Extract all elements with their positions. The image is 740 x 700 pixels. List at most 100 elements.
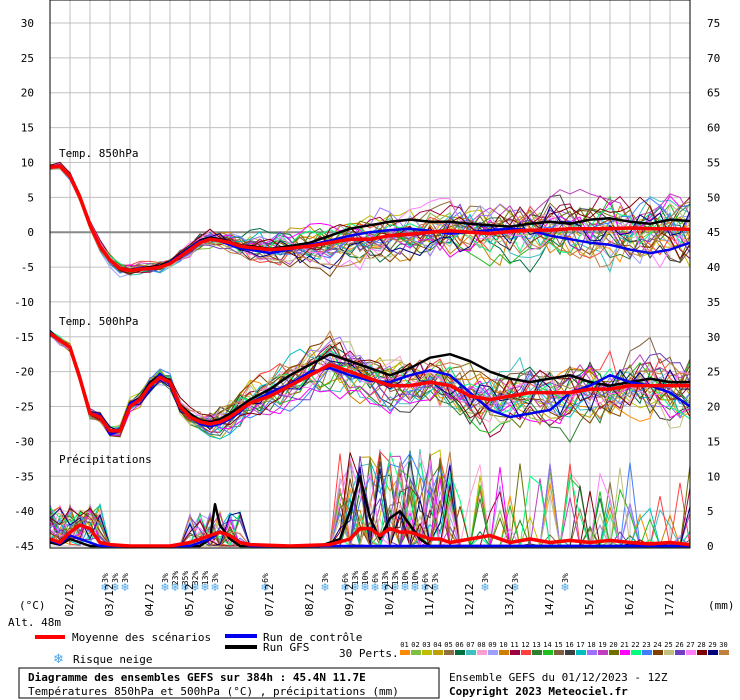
pert-legend-swatch — [499, 650, 509, 655]
snow-flake-icon: ❄ — [410, 581, 419, 594]
pert-legend-label: 11 — [510, 641, 518, 649]
pert-legend-label: 30 — [719, 641, 727, 649]
y-left-unit: (°C) — [19, 599, 46, 612]
snow-risk-pct: 10% — [361, 571, 370, 586]
x-date-label: 03/12 — [103, 583, 116, 616]
pert-legend-label: 20 — [609, 641, 617, 649]
pert-legend-swatch — [444, 650, 454, 655]
snow-flake-icon: ❄ — [160, 581, 169, 594]
pert-legend-swatch — [653, 650, 663, 655]
pert-legend-swatch — [400, 650, 410, 655]
pert-legend-swatch — [510, 650, 520, 655]
legend-snow-label: Risque neige — [73, 653, 152, 666]
main-series — [50, 164, 690, 548]
pert-legend-swatch — [532, 650, 542, 655]
pert-legend-label: 15 — [554, 641, 562, 649]
snow-risk-pct: 13% — [351, 571, 360, 586]
x-date-label: 11/12 — [423, 583, 436, 616]
pert-legend-label: 13 — [532, 641, 540, 649]
pert-legend-label: 05 — [444, 641, 452, 649]
snow-risk-pct: 6% — [421, 573, 430, 583]
t850-pert-30 — [50, 168, 690, 271]
pert-legend-swatch — [686, 650, 696, 655]
y-tick-right: 20 — [707, 401, 720, 414]
x-date-label: 14/12 — [543, 583, 556, 616]
info-box — [18, 667, 440, 699]
t500-pert-23 — [50, 335, 690, 436]
y-tick-left: 0 — [27, 226, 34, 239]
snow-risk-pct: 3% — [321, 573, 330, 583]
x-date-label: 10/12 — [383, 583, 396, 616]
y-tick-right: 40 — [707, 261, 720, 274]
y-tick-left: -5 — [21, 261, 34, 274]
snow-flake-icon: ❄ — [370, 581, 379, 594]
pert-legend-label: 29 — [708, 641, 716, 649]
snow-risk-pct: 10% — [401, 571, 410, 586]
pert-legend-swatch — [609, 650, 619, 655]
y-tick-right: 5 — [707, 505, 714, 518]
snow-risk-pct: 32% — [191, 571, 200, 586]
snow-flake-icon: ❄ — [430, 581, 439, 594]
snow-risk-pct: 13% — [381, 571, 390, 586]
y-tick-left: -15 — [14, 331, 34, 344]
pert-legend-swatch — [719, 650, 729, 655]
y-tick-left: -30 — [14, 435, 34, 448]
plot-frame — [49, 0, 691, 549]
legend-control-label: Run de contrôle — [263, 631, 362, 644]
pert-legend-label: 28 — [697, 641, 705, 649]
pert-legend-swatch — [620, 650, 630, 655]
pert-legend-swatch — [587, 650, 597, 655]
x-date-label: 12/12 — [463, 583, 476, 616]
pert-legend-swatch — [411, 650, 421, 655]
snow-flake-icon: ❄ — [340, 581, 349, 594]
snow-risk-pct: 13% — [391, 571, 400, 586]
pert-legend-label: 16 — [565, 641, 573, 649]
pert-legend-label: 09 — [488, 641, 496, 649]
snow-risk-pct: 3% — [481, 573, 490, 583]
snow-risk-pct: 3% — [431, 573, 440, 583]
snow-flake-icon: ❄ — [360, 581, 369, 594]
legend-perts-label: 30 Perts. — [339, 647, 399, 660]
y-tick-right: 65 — [707, 87, 720, 100]
y-tick-left: 25 — [21, 52, 34, 65]
snow-risk-pct: 6% — [341, 573, 350, 583]
copyright: Copyright 2023 Meteociel.fr — [449, 685, 628, 698]
y-tick-right: 30 — [707, 331, 720, 344]
pert-legend-swatch — [477, 650, 487, 655]
pert-legend-label: 02 — [411, 641, 419, 649]
snow-flake-icon: ❄ — [260, 581, 269, 594]
y-tick-right: 55 — [707, 156, 720, 169]
pert-legend-label: 18 — [587, 641, 595, 649]
snow-risk-pct: 3% — [111, 573, 120, 583]
y-right-unit: (mm) — [708, 599, 735, 612]
snow-risk-row: ❄3%❄3%❄3%❄3%❄23%❄35%❄32%❄13%❄3%❄6%❄3%❄6%… — [100, 571, 570, 594]
pert-legend-label: 10 — [499, 641, 507, 649]
snow-flake-icon: ❄ — [190, 581, 199, 594]
ensemble-run-label: Ensemble GEFS du 01/12/2023 - 12Z — [449, 671, 668, 684]
y-tick-right: 60 — [707, 122, 720, 135]
pert-legend-label: 17 — [576, 641, 584, 649]
x-date-label: 02/12 — [63, 583, 76, 616]
snow-flake-icon: ❄ — [350, 581, 359, 594]
x-date-label: 16/12 — [623, 583, 636, 616]
y-tick-left: -35 — [14, 470, 34, 483]
y-tick-right: 75 — [707, 17, 720, 30]
y-tick-right: 45 — [707, 226, 720, 239]
pert-legend-label: 07 — [466, 641, 474, 649]
pert-legend-swatch — [488, 650, 498, 655]
pert-legend-label: 21 — [620, 641, 628, 649]
pert-legend-label: 22 — [631, 641, 639, 649]
y-tick-right: 15 — [707, 435, 720, 448]
legend-snow-icon: ❄ — [53, 652, 64, 667]
pert-legend-label: 26 — [675, 641, 683, 649]
mean-precip-line — [50, 523, 690, 548]
snow-risk-pct: 3% — [101, 573, 110, 583]
pert-legend-label: 06 — [455, 641, 463, 649]
x-date-label: 09/12 — [343, 583, 356, 616]
y-tick-right: 35 — [707, 296, 720, 309]
snow-risk-pct: 23% — [171, 571, 180, 586]
pert-legend-label: 03 — [422, 641, 430, 649]
snow-flake-icon: ❄ — [510, 581, 519, 594]
